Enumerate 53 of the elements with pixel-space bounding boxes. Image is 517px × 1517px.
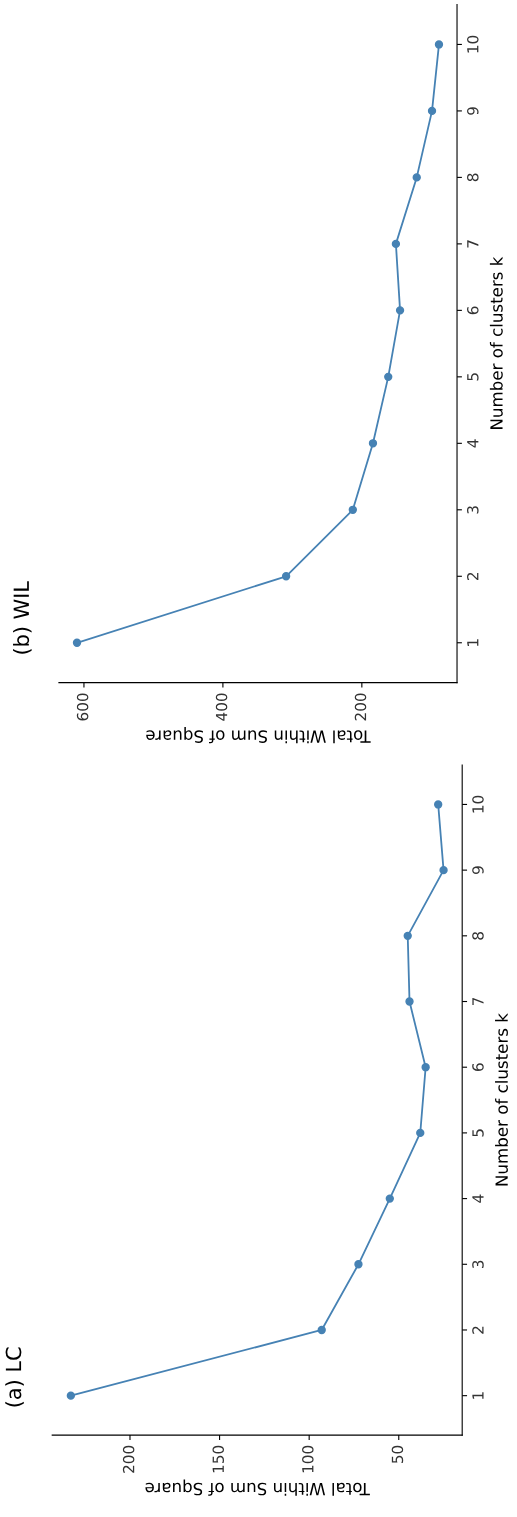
y-tick-label: 9 [467, 107, 479, 115]
y-tick-label: 4 [472, 1194, 484, 1203]
y-tick-label: 3 [467, 506, 479, 514]
y-tick-label: 7 [467, 240, 479, 248]
point [368, 439, 378, 448]
y-tick-label: 2 [472, 1326, 484, 1334]
y-tick-label: 10 [467, 35, 479, 53]
point [384, 372, 393, 382]
x-tick-label: 400 [215, 693, 228, 721]
x-tick-label: 200 [354, 693, 367, 721]
y-axis-title: Number of clusters k [495, 1013, 508, 1186]
point [421, 1063, 430, 1072]
x-tick-label: 200 [122, 1445, 135, 1473]
y-tick-label: 6 [467, 306, 479, 315]
y-axis-title: Number of clusters k [489, 256, 503, 429]
point [66, 1391, 76, 1400]
y-tick-label: 1 [467, 639, 479, 646]
point [385, 1194, 394, 1203]
point [439, 865, 448, 875]
point [416, 1128, 425, 1138]
point [412, 173, 421, 182]
point [348, 505, 357, 514]
point [403, 931, 412, 940]
y-tick-label: 8 [467, 173, 479, 182]
text: (b) WIL [13, 581, 32, 654]
x-axis-title: Total Within Sum of Square [146, 727, 371, 744]
y-tick-label: 5 [467, 373, 479, 381]
y-tick-label: 9 [472, 866, 484, 875]
point [354, 1260, 363, 1269]
x-tick-label: 50 [391, 1445, 404, 1464]
y-tick-label: 10 [472, 795, 484, 813]
y-tick-label: 7 [472, 997, 484, 1006]
text: (a) LC [5, 1347, 24, 1407]
x-tick-label: 600 [76, 693, 89, 721]
y-tick-label: 3 [472, 1260, 484, 1268]
x-tick-label: 150 [212, 1445, 225, 1473]
y-tick-label: 5 [472, 1129, 484, 1137]
y-tick-label: 1 [472, 1392, 484, 1399]
point [391, 239, 401, 249]
y-tick-label: 8 [472, 932, 484, 940]
x-axis-title: Total Within Sum of Square [145, 1479, 370, 1496]
y-tick-label: 4 [467, 439, 479, 448]
point [434, 40, 444, 49]
point [405, 997, 414, 1006]
y-tick-label: 2 [467, 572, 479, 581]
point [72, 638, 82, 647]
y-tick-label: 6 [472, 1063, 484, 1071]
point [434, 800, 443, 809]
x-tick-label: 100 [302, 1445, 314, 1473]
point [317, 1325, 326, 1335]
point [395, 306, 405, 315]
point [281, 572, 291, 581]
point [427, 106, 437, 116]
